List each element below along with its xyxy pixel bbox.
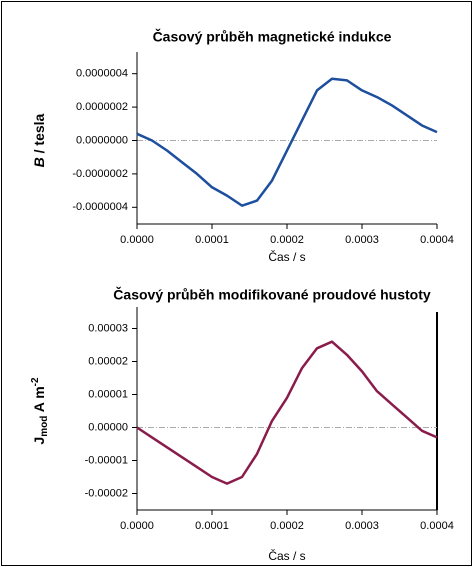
y-tick-label: 0.0000002: [76, 101, 128, 113]
x-tick-label: 0.0004: [420, 234, 454, 246]
y-tick-label: -0.00002: [85, 487, 128, 499]
y-tick-label: 0.0000004: [76, 68, 128, 80]
x-axis-label: Čas / s: [268, 548, 305, 563]
x-tick-label: 0.0003: [345, 520, 379, 532]
chart-title: Časový průběh modifikované proudové hust…: [113, 286, 431, 303]
y-tick-label: 0.00003: [88, 322, 128, 334]
y-axis-label-part: mod: [39, 416, 50, 437]
y-tick-label: 0.00002: [88, 355, 128, 367]
x-tick-label: 0.0003: [345, 234, 379, 246]
y-tick-label: 0.00000: [88, 421, 128, 433]
y-axis-label-part: J: [31, 437, 47, 445]
y-axis-label-part: A m: [31, 386, 47, 415]
x-tick-label: 0.0000: [120, 520, 154, 532]
y-tick-label: 0.00001: [88, 388, 128, 400]
y-tick-label: -0.0000004: [72, 201, 128, 213]
x-tick-label: 0.0002: [270, 520, 304, 532]
y-tick-label: 0.0000000: [76, 134, 128, 146]
x-tick-label: 0.0001: [195, 234, 229, 246]
y-tick-label: -0.0000002: [72, 168, 128, 180]
x-axis-label: Čas / s: [268, 249, 305, 264]
y-axis-label-part: / tesla: [31, 113, 47, 157]
y-axis-label: Jmod A m-2: [30, 377, 50, 445]
y-axis-label: B / tesla: [31, 113, 47, 167]
x-tick-label: 0.0002: [270, 234, 304, 246]
data-line: [136, 340, 438, 485]
y-tick-label: -0.00001: [85, 454, 128, 466]
y-axis-label-part: -2: [30, 377, 41, 386]
x-tick-label: 0.0004: [420, 520, 454, 532]
y-axis-label-part: B: [31, 157, 47, 167]
x-tick-label: 0.0000: [120, 234, 154, 246]
x-tick-label: 0.0001: [195, 520, 229, 532]
chart-title: Časový průběh magnetické indukce: [153, 28, 392, 45]
data-line: [136, 77, 438, 207]
